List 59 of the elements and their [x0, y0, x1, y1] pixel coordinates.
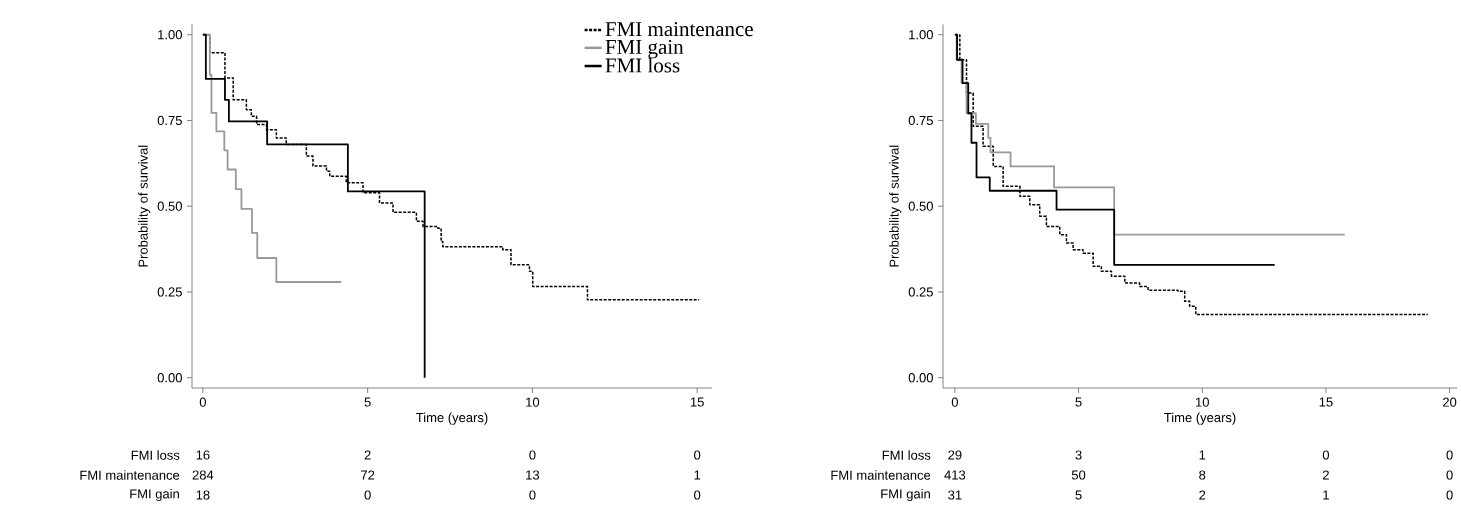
text: 0 — [529, 450, 536, 460]
text: 31 — [948, 490, 962, 500]
legend-label: FMI maintenance — [605, 22, 753, 37]
text: 1 — [1199, 450, 1206, 460]
text: 29 — [948, 450, 962, 460]
y-axis-title: Probability of survival — [889, 145, 902, 267]
x-tick-label: 10 — [1196, 397, 1209, 407]
text: 284 — [192, 470, 214, 480]
text: FMI gain — [130, 488, 179, 502]
text: 5 — [1075, 490, 1082, 500]
text: 0 — [1446, 470, 1453, 480]
text: 2 — [1322, 470, 1329, 480]
x-tick-label: 20 — [1443, 397, 1457, 407]
text: 0 — [1446, 450, 1453, 460]
text: 0 — [694, 450, 701, 460]
text: FMI loss — [131, 450, 180, 460]
y-tick-label: 1.00 — [909, 30, 933, 40]
x-tick-label: 10 — [526, 397, 540, 407]
y-tick-label: 0.50 — [908, 201, 933, 211]
y-tick-label: 0.50 — [157, 201, 182, 211]
x-tick-label: 15 — [690, 397, 704, 407]
x-tick-label: 5 — [1075, 397, 1082, 407]
x-tick-label: 5 — [364, 397, 371, 407]
text: 2 — [364, 450, 371, 460]
y-tick-label: 0.00 — [908, 373, 933, 383]
text: 0 — [529, 490, 536, 500]
text: 3 — [1075, 450, 1082, 460]
x-tick-label: 0 — [199, 397, 206, 407]
x-tick-label: 15 — [1319, 397, 1333, 407]
text: 2 — [1199, 490, 1206, 500]
text: 0 — [364, 490, 371, 500]
text: 413 — [944, 470, 966, 480]
y-axis-title: Probability of survival — [138, 145, 151, 267]
text: FMI loss — [882, 450, 931, 460]
text: 0 — [694, 490, 701, 500]
text: 1 — [1323, 490, 1329, 500]
y-tick-label: 0.25 — [157, 287, 182, 297]
y-tick-label: 0.75 — [157, 115, 182, 126]
text: 0 — [1322, 450, 1330, 460]
text: 1 — [694, 470, 701, 480]
x-axis-title: Time (years) — [416, 412, 488, 425]
text: FMI maintenance — [831, 470, 931, 480]
y-tick-label: 1.00 — [158, 30, 182, 40]
x-axis-title: Time (years) — [1164, 412, 1236, 425]
text: 50 — [1071, 470, 1086, 480]
y-tick-label: 0.25 — [908, 287, 933, 297]
text: 72 — [361, 470, 375, 480]
text: 13 — [526, 470, 540, 480]
y-tick-label: 0.00 — [157, 373, 182, 383]
legend-label: FMI loss — [605, 57, 680, 73]
text: FMI maintenance — [80, 470, 180, 480]
y-tick-label: 0.75 — [908, 115, 933, 126]
text: 18 — [196, 490, 210, 500]
x-tick-label: 0 — [951, 397, 958, 407]
text: 16 — [196, 450, 210, 460]
legend-label: FMI gain — [605, 39, 684, 59]
text: 8 — [1199, 470, 1206, 480]
text: 0 — [1446, 490, 1453, 500]
text: FMI gain — [881, 488, 930, 502]
